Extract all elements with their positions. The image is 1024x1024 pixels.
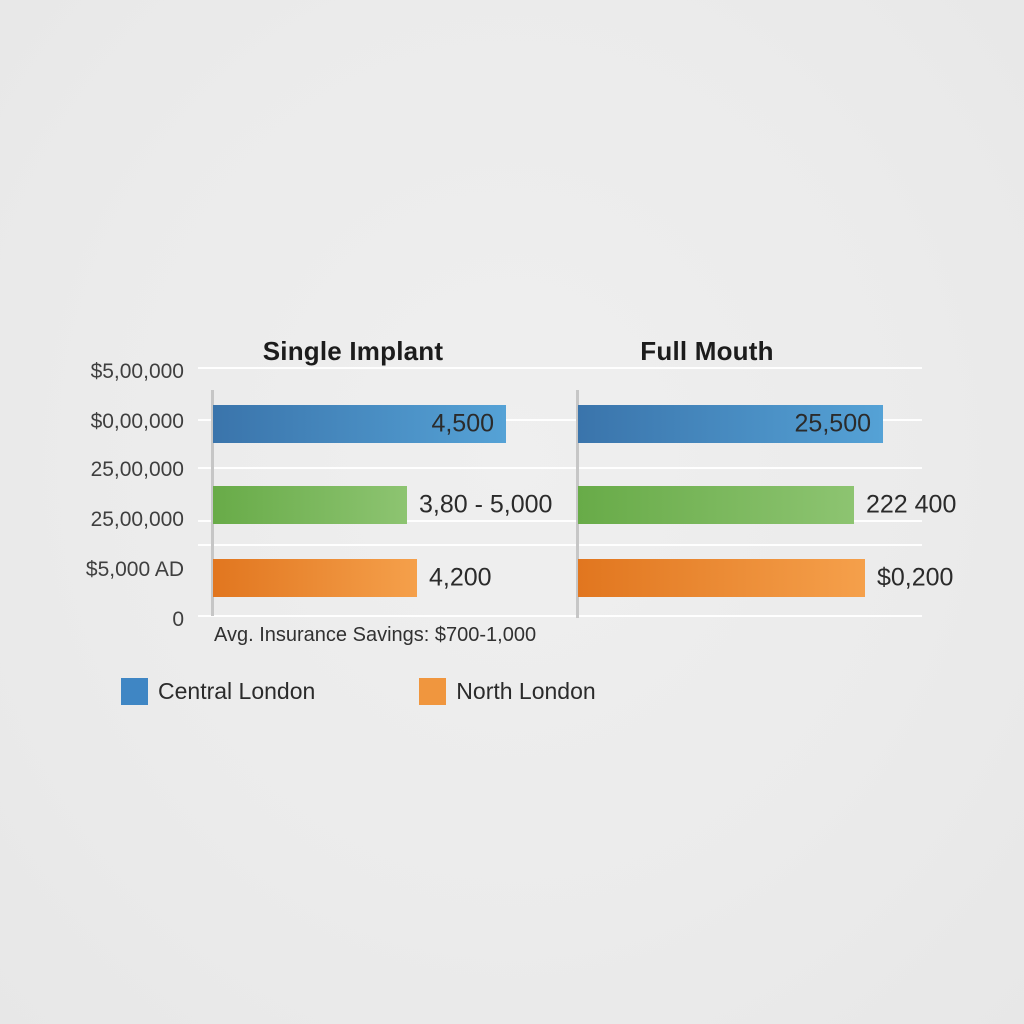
- y-axis-tick-label: $5,00,000: [90, 360, 184, 383]
- bar-value-label: $0,200: [877, 563, 954, 592]
- chart-title-full-mouth: Full Mouth: [640, 336, 774, 366]
- gridline: [198, 419, 922, 421]
- gridline: [198, 544, 922, 546]
- bar-full-mouth-central-london: [578, 405, 883, 443]
- legend-label: Central London: [158, 677, 316, 704]
- bar-value-label: 4,500: [431, 409, 494, 438]
- bar-single-implant-green: [213, 486, 407, 524]
- gridline: [198, 520, 922, 522]
- bar-full-mouth-north-london: [578, 559, 865, 597]
- y-axis-tick-label: 0: [172, 608, 184, 631]
- bar-value-label: 4,200: [429, 563, 492, 592]
- gridline: [198, 367, 922, 369]
- y-axis-tick-label: $0,00,000: [90, 410, 184, 433]
- legend-swatch-north-london: [419, 677, 447, 705]
- bar-value-label: 25,500: [794, 409, 871, 438]
- legend-swatch-central-london: [121, 677, 148, 705]
- y-axis-line-right-chart: [576, 390, 579, 618]
- y-axis-tick-label: 25,00,000: [90, 458, 184, 481]
- legend-label: North London: [456, 677, 596, 704]
- gridline: [198, 467, 922, 469]
- chart-title-single-implant: Single Implant: [262, 336, 444, 366]
- legend: Central London North London: [121, 677, 596, 705]
- bar-single-implant-central-london: [213, 405, 506, 443]
- y-axis-tick-label: 25,00,000: [90, 508, 184, 531]
- legend-item-central-london: Central London: [121, 677, 316, 705]
- bar-value-label: 222 400: [866, 490, 957, 519]
- gridline: [198, 615, 922, 617]
- bar-full-mouth-green: [578, 486, 854, 524]
- insurance-savings-note: Avg. Insurance Savings: $700-1,000: [214, 624, 537, 646]
- bar-single-implant-north-london: [213, 559, 417, 597]
- bar-value-label: 3,80 - 5,000: [419, 490, 553, 519]
- y-axis-tick-label: $5,000 AD: [85, 558, 184, 581]
- y-axis-line-left-chart: [211, 390, 214, 616]
- legend-item-north-london: North London: [419, 677, 596, 705]
